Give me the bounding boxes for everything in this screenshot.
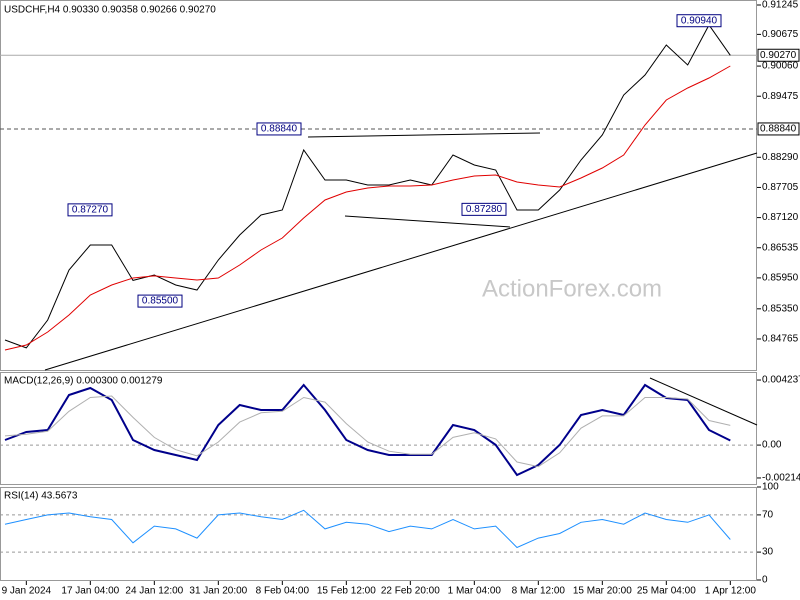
x-tick-label: 8 Feb 04:00	[256, 586, 310, 597]
annotation-label: 0.87280	[466, 204, 503, 215]
rsi-panel	[0, 487, 757, 581]
y-tick-label: 0.91245	[762, 0, 799, 11]
chart-title: USDCHF,H4 0.90330 0.90358 0.90266 0.9027…	[4, 5, 216, 16]
y-tick-label: 0.85350	[762, 303, 799, 314]
y-tick-label: 30	[762, 547, 774, 558]
series-line	[4, 24, 731, 349]
y-tick-label: 0.84765	[762, 334, 799, 345]
y-tick-label: 100	[762, 482, 779, 493]
y-tick-label: 0.004237	[762, 375, 800, 386]
y-tick-label: 0.86535	[762, 242, 799, 253]
rsi-title: RSI(14) 43.5673	[4, 491, 78, 502]
y-tick-label: 70	[762, 510, 774, 521]
y-tick-label: 0.88290	[762, 152, 799, 163]
annotation-box	[461, 202, 507, 216]
axis-marker-label: 0.88840	[760, 124, 797, 135]
x-tick-label: 15 Feb 12:00	[317, 586, 376, 597]
trendline	[44, 152, 758, 371]
trendline	[307, 132, 541, 138]
macd-title: MACD(12,26,9) 0.000300 0.001279	[4, 376, 163, 387]
x-tick-label: 1 Apr 12:00	[705, 586, 757, 597]
annotation-box	[137, 294, 183, 308]
axis-marker-box	[757, 48, 800, 62]
x-tick-label: 9 Jan 2024	[2, 586, 52, 597]
y-tick-label: -0.002142	[762, 473, 800, 484]
annotation-box	[67, 203, 113, 217]
series-line	[4, 383, 731, 477]
y-tick-label: 0.85950	[762, 273, 799, 284]
series-line	[4, 509, 731, 549]
y-tick-label: 0	[762, 575, 768, 586]
trendline	[649, 377, 758, 426]
watermark: ActionForex.com	[482, 275, 662, 302]
x-tick-label: 17 Jan 04:00	[61, 586, 119, 597]
price-panel	[0, 0, 757, 371]
axis-marker-box	[757, 122, 800, 136]
trendline	[344, 215, 511, 228]
axis-marker-label: 0.90270	[760, 50, 797, 61]
x-tick-label: 25 Mar 04:00	[637, 586, 696, 597]
x-tick-label: 24 Jan 12:00	[125, 586, 183, 597]
y-tick-label: 0.90675	[762, 29, 799, 40]
x-tick-label: 15 Mar 20:00	[573, 586, 632, 597]
x-tick-label: 8 Mar 12:00	[512, 586, 566, 597]
y-tick-label: 0.89475	[762, 91, 799, 102]
series-line	[4, 395, 731, 468]
annotation-box	[256, 122, 302, 136]
annotation-label: 0.87270	[72, 205, 109, 216]
x-tick-label: 1 Mar 04:00	[448, 586, 502, 597]
macd-panel	[0, 372, 757, 485]
annotation-box	[676, 14, 722, 28]
annotation-label: 0.90940	[681, 15, 718, 26]
series-line	[4, 65, 731, 351]
x-tick-label: 22 Feb 20:00	[381, 586, 440, 597]
y-tick-label: 0.87120	[762, 212, 799, 223]
y-tick-label: 0.90060	[762, 61, 799, 72]
annotation-label: 0.88840	[261, 124, 298, 135]
x-tick-label: 31 Jan 20:00	[189, 586, 247, 597]
y-tick-label: 0.00	[762, 440, 782, 451]
y-tick-label: 0.87705	[762, 182, 799, 193]
annotation-label: 0.85500	[142, 296, 179, 307]
